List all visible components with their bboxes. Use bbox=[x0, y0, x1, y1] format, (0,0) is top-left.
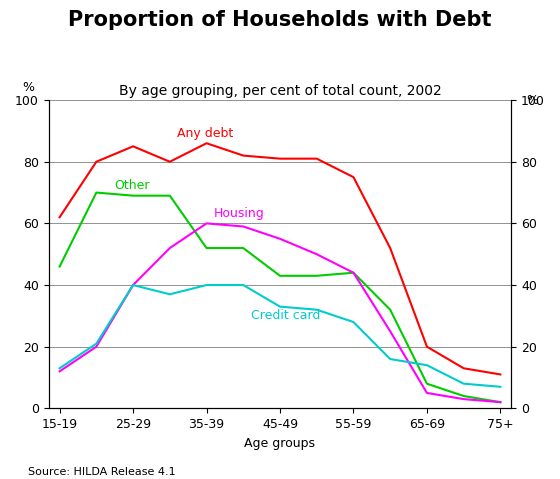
Text: Source: HILDA Release 4.1: Source: HILDA Release 4.1 bbox=[28, 467, 176, 477]
Text: Credit card: Credit card bbox=[251, 309, 320, 322]
Text: Proportion of Households with Debt: Proportion of Households with Debt bbox=[68, 10, 492, 30]
Text: Housing: Housing bbox=[214, 207, 265, 220]
Text: Other: Other bbox=[115, 180, 150, 193]
X-axis label: Age groups: Age groups bbox=[245, 437, 315, 450]
Y-axis label: %: % bbox=[526, 94, 538, 107]
Y-axis label: %: % bbox=[22, 81, 34, 94]
Text: Any debt: Any debt bbox=[177, 127, 234, 140]
Title: By age grouping, per cent of total count, 2002: By age grouping, per cent of total count… bbox=[119, 83, 441, 98]
